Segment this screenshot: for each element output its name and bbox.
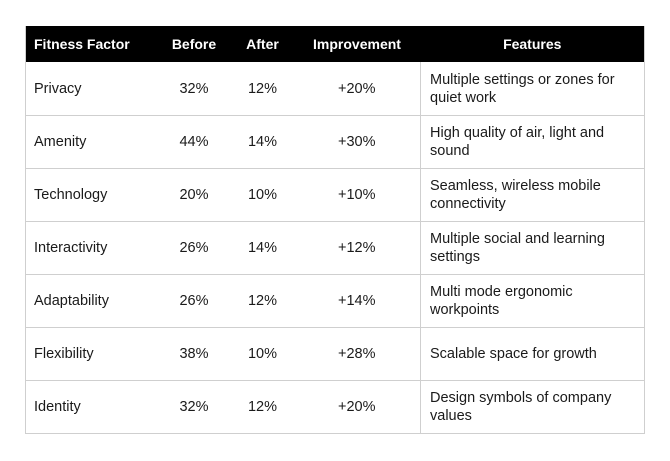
table-row: Adaptability 26% 12% +14% Multi mode erg… [25,274,645,328]
cell-factor: Amenity [25,115,157,169]
header-before: Before [156,26,232,62]
cell-features: Multi mode ergonomic workpoints [420,274,645,328]
cell-before: 26% [156,274,232,328]
fitness-factor-table: Fitness Factor Before After Improvement … [25,26,645,434]
table-row: Technology 20% 10% +10% Seamless, wirele… [25,168,645,222]
cell-before: 32% [156,62,232,116]
cell-features: Multiple social and learning settings [420,221,645,275]
cell-after: 10% [231,327,294,381]
cell-before: 32% [156,380,232,434]
cell-features: Multiple settings or zones for quiet wor… [420,62,645,116]
header-improvement: Improvement [293,26,421,62]
cell-before: 20% [156,168,232,222]
table-row: Identity 32% 12% +20% Design symbols of … [25,380,645,434]
cell-improvement: +10% [293,168,421,222]
cell-factor: Adaptability [25,274,157,328]
cell-after: 14% [231,115,294,169]
cell-factor: Identity [25,380,157,434]
cell-after: 14% [231,221,294,275]
header-fitness-factor: Fitness Factor [25,26,157,62]
header-features: Features [420,26,645,62]
table-row: Privacy 32% 12% +20% Multiple settings o… [25,62,645,116]
cell-improvement: +20% [293,62,421,116]
cell-factor: Technology [25,168,157,222]
cell-after: 12% [231,380,294,434]
table-row: Flexibility 38% 10% +28% Scalable space … [25,327,645,381]
cell-before: 26% [156,221,232,275]
table-row: Interactivity 26% 14% +12% Multiple soci… [25,221,645,275]
cell-improvement: +20% [293,380,421,434]
cell-after: 12% [231,62,294,116]
cell-improvement: +14% [293,274,421,328]
cell-factor: Interactivity [25,221,157,275]
fitness-table-container: Fitness Factor Before After Improvement … [25,26,645,434]
cell-improvement: +12% [293,221,421,275]
cell-after: 12% [231,274,294,328]
cell-factor: Privacy [25,62,157,116]
cell-features: Design symbols of company values [420,380,645,434]
header-after: After [231,26,294,62]
cell-after: 10% [231,168,294,222]
cell-features: Scalable space for growth [420,327,645,381]
table-header-row: Fitness Factor Before After Improvement … [25,26,645,62]
cell-features: Seamless, wireless mobile connectivity [420,168,645,222]
table-row: Amenity 44% 14% +30% High quality of air… [25,115,645,169]
cell-features: High quality of air, light and sound [420,115,645,169]
cell-improvement: +28% [293,327,421,381]
cell-improvement: +30% [293,115,421,169]
cell-before: 44% [156,115,232,169]
cell-factor: Flexibility [25,327,157,381]
cell-before: 38% [156,327,232,381]
